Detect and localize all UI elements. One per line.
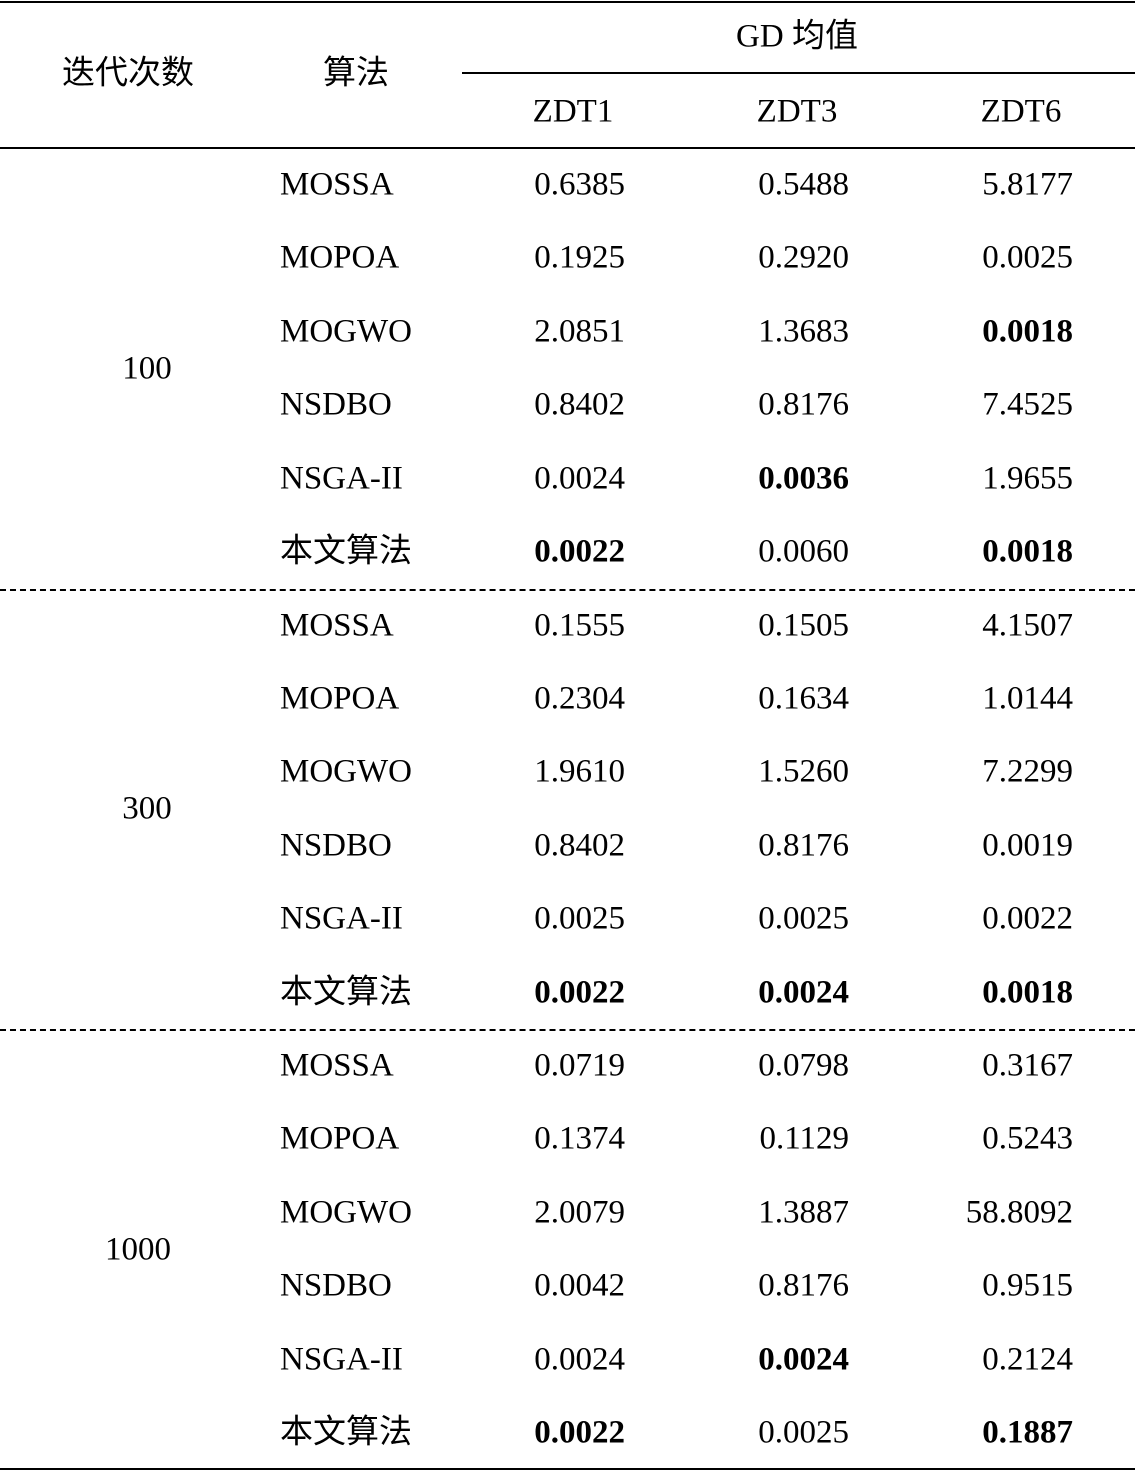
algorithm-name: MOGWO [280, 753, 412, 790]
header-zdt1: ZDT1 [532, 93, 614, 130]
gd-value: 5.8177 [982, 166, 1073, 203]
algorithm-name: MOPOA [280, 680, 400, 717]
gd-value: 1.3887 [758, 1194, 849, 1231]
algorithm-name: 本文算法 [280, 533, 412, 570]
algorithm-name: 本文算法 [280, 1414, 412, 1451]
gd-value: 0.8176 [758, 1267, 849, 1304]
algorithm-name: MOPOA [280, 1120, 400, 1157]
gd-value: 58.8092 [965, 1194, 1073, 1231]
algorithm-name: NSGA-II [280, 900, 403, 937]
gd-value: 0.1505 [758, 607, 849, 643]
algorithm-name: MOSSA [280, 1047, 394, 1084]
gd-value: 0.0022 [534, 974, 625, 1010]
gd-value: 1.9610 [534, 753, 625, 790]
gd-value: 0.1129 [759, 1120, 849, 1157]
gd-value: 1.3683 [758, 313, 849, 350]
gd-value: 0.1374 [534, 1120, 625, 1157]
gd-value: 7.2299 [982, 753, 1073, 790]
gd-value: 0.0019 [982, 827, 1073, 864]
top-rule [0, 1, 1135, 3]
gd-value: 0.0060 [758, 533, 849, 570]
gd-value: 0.3167 [982, 1047, 1073, 1084]
algorithm-name: MOPOA [280, 239, 400, 276]
gd-value: 4.1507 [982, 607, 1073, 643]
gd-value: 0.8176 [758, 827, 849, 864]
gd-value: 0.0042 [534, 1267, 625, 1304]
gd-value: 0.2920 [758, 239, 849, 276]
gd-value: 1.5260 [758, 753, 849, 790]
gd-value: 0.0018 [982, 313, 1073, 350]
iteration-count: 300 [122, 790, 172, 827]
gd-value: 0.8176 [758, 386, 849, 423]
algorithm-name: NSGA-II [280, 460, 403, 497]
gd-value: 7.4525 [982, 386, 1073, 423]
gd-value: 0.0798 [758, 1047, 849, 1084]
gd-value: 0.1555 [534, 607, 625, 643]
algorithm-name: MOSSA [280, 607, 394, 643]
gd-value: 0.0024 [758, 974, 849, 1010]
gd-value: 0.0022 [982, 900, 1073, 937]
gd-value: 0.0025 [758, 900, 849, 937]
gd-value: 0.0024 [534, 1341, 625, 1378]
gd-value: 0.0024 [534, 460, 625, 497]
iteration-count: 100 [122, 350, 172, 386]
group-header-rule [462, 72, 1135, 74]
algorithm-name: NSDBO [280, 827, 392, 864]
gd-value: 0.8402 [534, 386, 625, 423]
iteration-count: 1000 [105, 1231, 171, 1267]
gd-value: 0.6385 [534, 166, 625, 203]
gd-value: 0.0025 [534, 900, 625, 937]
gd-value: 2.0079 [534, 1194, 625, 1231]
gd-value: 0.0036 [758, 460, 849, 497]
group-divider [0, 588, 1135, 591]
gd-value: 0.5488 [758, 166, 849, 203]
gd-value: 0.1925 [534, 239, 625, 276]
gd-value: 0.0025 [982, 239, 1073, 276]
gd-value: 1.0144 [982, 680, 1073, 717]
header-gd-mean: GD 均值 [736, 18, 858, 55]
group-divider [0, 1029, 1135, 1031]
algorithm-name: NSDBO [280, 386, 392, 423]
header-iterations: 迭代次数 [62, 55, 194, 92]
header-zdt3: ZDT3 [756, 93, 838, 130]
gd-value: 0.2124 [982, 1341, 1073, 1378]
header-bottom-rule [0, 147, 1135, 149]
algorithm-name: MOGWO [280, 1194, 412, 1231]
gd-value: 0.0025 [758, 1414, 849, 1451]
gd-value: 0.0018 [982, 974, 1073, 1010]
gd-value: 2.0851 [534, 313, 625, 350]
gd-value: 0.5243 [982, 1120, 1073, 1157]
gd-value: 0.0018 [982, 533, 1073, 570]
gd-value: 0.0022 [534, 533, 625, 570]
bottom-rule [0, 1468, 1135, 1470]
algorithm-name: MOSSA [280, 166, 394, 203]
algorithm-name: MOGWO [280, 313, 412, 350]
gd-value: 0.9515 [982, 1267, 1073, 1304]
header-algorithm: 算法 [323, 55, 389, 92]
algorithm-name: NSGA-II [280, 1341, 403, 1378]
gd-value: 0.8402 [534, 827, 625, 864]
header-zdt6: ZDT6 [980, 93, 1062, 130]
algorithm-name: 本文算法 [280, 974, 412, 1010]
gd-value: 0.1634 [758, 680, 849, 717]
gd-value: 1.9655 [982, 460, 1073, 497]
gd-value: 0.1887 [982, 1414, 1073, 1451]
gd-value: 0.0024 [758, 1341, 849, 1378]
algorithm-name: NSDBO [280, 1267, 392, 1304]
gd-value: 0.2304 [534, 680, 625, 717]
gd-value: 0.0022 [534, 1414, 625, 1451]
gd-value: 0.0719 [534, 1047, 625, 1084]
